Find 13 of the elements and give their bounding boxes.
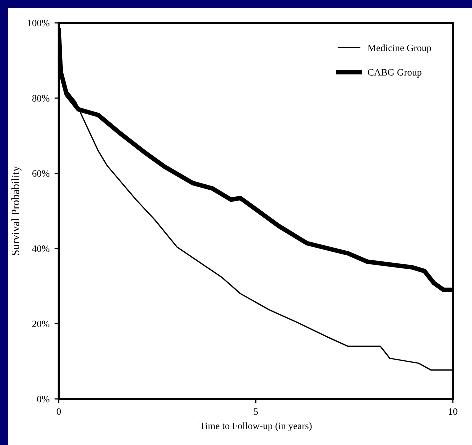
legend-label: CABG Group [368, 69, 422, 78]
y-tick-label: 60% [32, 170, 50, 178]
x-tick-label: 0 [56, 408, 62, 416]
y-tick-label: 100% [28, 20, 50, 27]
y-tick-label: 20% [32, 320, 50, 328]
y-tick-label: 40% [32, 246, 50, 252]
y-tick-label: 0% [37, 396, 50, 403]
y-axis-title: Survival Probability [12, 166, 22, 256]
y-tick-label: 80% [32, 95, 50, 102]
x-tick-label: 10 [449, 408, 458, 416]
x-axis-title: Time to Follow-up (in years) [200, 422, 312, 432]
legend-label: Medicine Group [368, 44, 432, 54]
x-tick-label: 5 [254, 408, 258, 416]
